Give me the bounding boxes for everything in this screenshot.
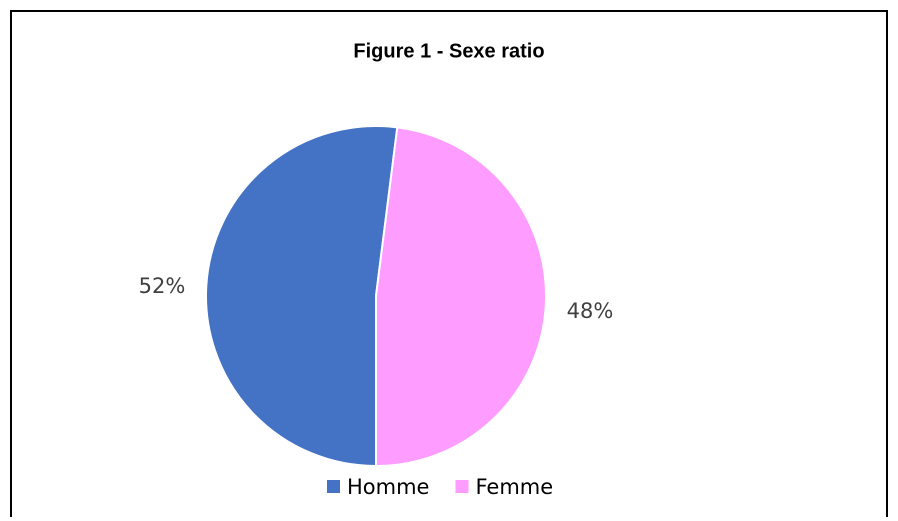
data-label: 48% [567, 299, 614, 323]
legend-swatch [327, 480, 340, 493]
legend-label: Homme [347, 475, 429, 499]
legend-swatch [455, 480, 469, 493]
chart-frame [10, 10, 888, 521]
pie-slice [375, 126, 548, 468]
chart-title: Figure 1 - Sexe ratio [353, 40, 544, 62]
legend-label: Femme [475, 475, 553, 499]
pie-slice [205, 125, 399, 468]
data-label: 52% [139, 274, 186, 298]
